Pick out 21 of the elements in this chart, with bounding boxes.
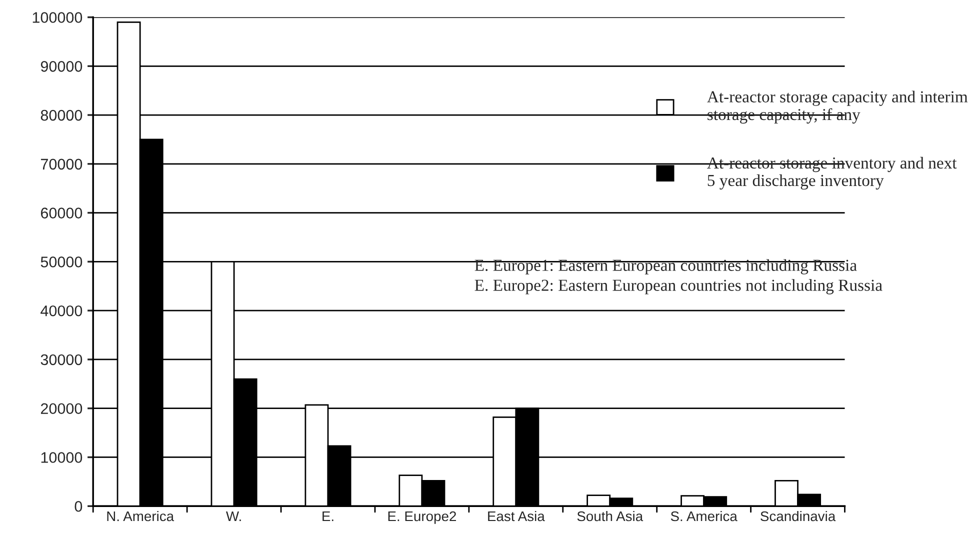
y-tick-label: 30000 bbox=[40, 354, 82, 366]
x-tick-label: East Asia bbox=[488, 510, 545, 522]
y-tick-label: 40000 bbox=[40, 305, 82, 316]
y-tick-label: 60000 bbox=[40, 208, 82, 218]
x-tick-label: N. America bbox=[107, 510, 174, 522]
x-tick-label: E. bbox=[322, 511, 334, 522]
y-tick-label: 10000 bbox=[41, 452, 82, 463]
y-tick-label: 90000 bbox=[40, 61, 82, 72]
x-tick-label: Scandinavia bbox=[760, 510, 836, 522]
y-tick-label: 80000 bbox=[40, 110, 82, 121]
y-tick-label: 50000 bbox=[40, 256, 82, 268]
y-tick-label: 0 bbox=[74, 500, 82, 512]
y-tick-label: 70000 bbox=[40, 158, 82, 170]
annotation: E. Europe1: Eastern European countries including Russia bbox=[474, 259, 857, 274]
y-tick-label: 100000 bbox=[32, 12, 82, 23]
x-tick-label: W. bbox=[226, 511, 241, 522]
x-tick-label: E. Europe2 bbox=[388, 511, 456, 524]
x-tick-label: South Asia bbox=[577, 510, 644, 522]
y-tick-label: 20000 bbox=[40, 403, 82, 414]
annotation: E. Europe2: Eastern European countries not including Russia bbox=[474, 279, 882, 294]
x-tick-label: S. America bbox=[670, 510, 738, 522]
